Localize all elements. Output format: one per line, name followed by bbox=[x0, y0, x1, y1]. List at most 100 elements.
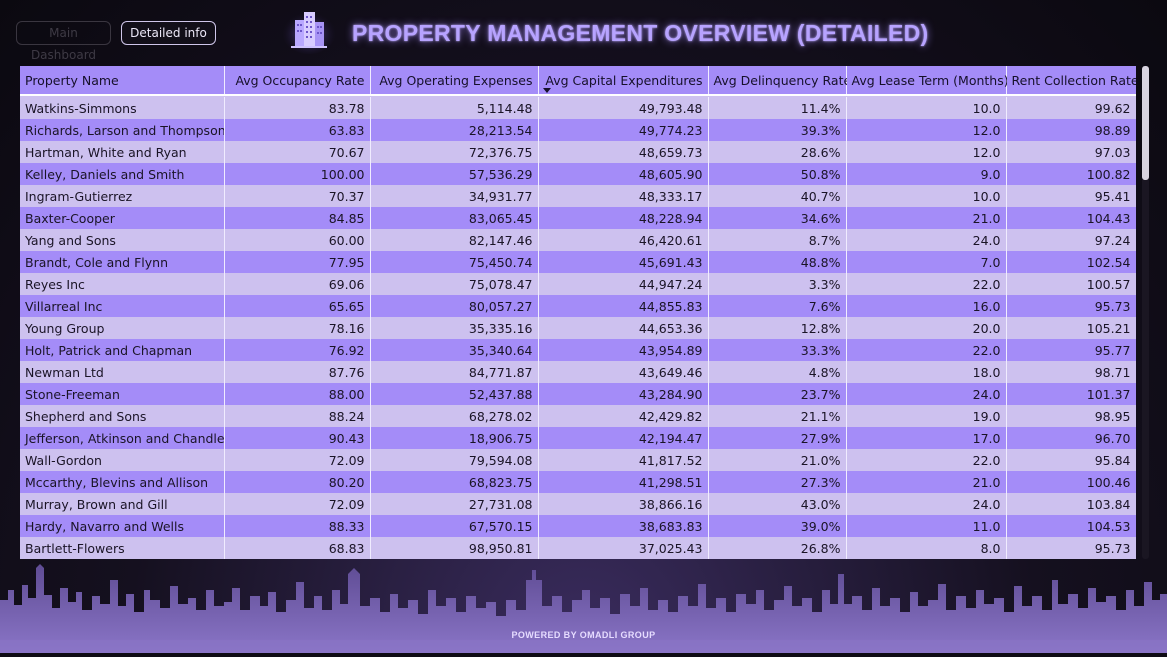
table-cell: 48,333.17 bbox=[538, 185, 709, 207]
table-row[interactable]: Watkins-Simmons 83.78 5,114.48 49,793.48 11.… bbox=[20, 97, 1136, 119]
table-cell: 95.77 bbox=[1006, 339, 1136, 361]
table-cell: 34,931.77 bbox=[370, 185, 539, 207]
table-scrollbar[interactable] bbox=[1142, 66, 1149, 559]
cell-property-name: Bartlett-Flowers bbox=[20, 537, 225, 559]
table-row[interactable]: Baxter-Cooper 84.85 83,065.45 48,228.94 34.6… bbox=[20, 207, 1136, 229]
table-cell: 40.7% bbox=[708, 185, 847, 207]
table-cell: 24.0 bbox=[846, 229, 1007, 251]
table-row[interactable]: Hardy, Navarro and Wells 88.33 67,570.15 38… bbox=[20, 515, 1136, 537]
table-cell: 37,025.43 bbox=[538, 537, 709, 559]
table-cell: 98.71 bbox=[1006, 361, 1136, 383]
table-cell: 76.92 bbox=[224, 339, 371, 361]
table-row[interactable]: Mccarthy, Blevins and Allison 80.20 68,823… bbox=[20, 471, 1136, 493]
table-cell: 22.0 bbox=[846, 339, 1007, 361]
table-cell: 39.0% bbox=[708, 515, 847, 537]
table-cell: 104.53 bbox=[1006, 515, 1136, 537]
table-cell: 102.54 bbox=[1006, 251, 1136, 273]
table-row[interactable]: Richards, Larson and Thompson 63.83 28,213… bbox=[20, 119, 1136, 141]
table-cell: 24.0 bbox=[846, 383, 1007, 405]
table-cell: 87.76 bbox=[224, 361, 371, 383]
table-cell: 48,605.90 bbox=[538, 163, 709, 185]
column-header-property-name[interactable]: Property Name bbox=[20, 66, 225, 96]
column-header-label: Avg Capital Expenditures bbox=[545, 72, 703, 88]
table-cell: 22.0 bbox=[846, 449, 1007, 471]
table-cell: 27.9% bbox=[708, 427, 847, 449]
table-row[interactable]: Bartlett-Flowers 68.83 98,950.81 37,025.43 2… bbox=[20, 537, 1136, 559]
table-row[interactable]: Yang and Sons 60.00 82,147.46 46,420.61 8.7%… bbox=[20, 229, 1136, 251]
table-row[interactable]: Stone-Freeman 88.00 52,437.88 43,284.90 23.7… bbox=[20, 383, 1136, 405]
table-cell: 95.73 bbox=[1006, 537, 1136, 559]
table-cell: 27.3% bbox=[708, 471, 847, 493]
table-cell: 52,437.88 bbox=[370, 383, 539, 405]
city-skyline-decoration bbox=[0, 560, 1167, 653]
scrollbar-thumb[interactable] bbox=[1142, 66, 1149, 180]
table-cell: 41,817.52 bbox=[538, 449, 709, 471]
table-cell: 98.89 bbox=[1006, 119, 1136, 141]
table-cell: 48,659.73 bbox=[538, 141, 709, 163]
table-cell: 75,450.74 bbox=[370, 251, 539, 273]
table-cell: 45,691.43 bbox=[538, 251, 709, 273]
column-header-avg-lease-term[interactable]: Avg Lease Term (Months) bbox=[846, 66, 1009, 96]
table-cell: 48.8% bbox=[708, 251, 847, 273]
table-cell: 67,570.15 bbox=[370, 515, 539, 537]
table-row[interactable]: Hartman, White and Ryan 70.67 72,376.75 48,… bbox=[20, 141, 1136, 163]
table-cell: 79,594.08 bbox=[370, 449, 539, 471]
table-cell: 43.0% bbox=[708, 493, 847, 515]
table-cell: 21.1% bbox=[708, 405, 847, 427]
table-cell: 69.06 bbox=[224, 273, 371, 295]
table-cell: 11.0 bbox=[846, 515, 1007, 537]
table-cell: 88.00 bbox=[224, 383, 371, 405]
table-cell: 68.83 bbox=[224, 537, 371, 559]
buildings-icon bbox=[281, 6, 337, 54]
main-dashboard-button[interactable]: Main Dashboard bbox=[16, 21, 111, 62]
table-cell: 4.8% bbox=[708, 361, 847, 383]
table-row[interactable]: Reyes Inc 69.06 75,078.47 44,947.24 3.3% 22.0… bbox=[20, 273, 1136, 295]
table-row[interactable]: Shepherd and Sons 88.24 68,278.02 42,429.82… bbox=[20, 405, 1136, 427]
column-header-avg-occupancy-rate[interactable]: Avg Occupancy Rate bbox=[224, 66, 371, 96]
table-cell: 22.0 bbox=[846, 273, 1007, 295]
detailed-info-button[interactable]: Detailed info bbox=[121, 21, 216, 45]
property-table[interactable]: Property Name Avg Occupancy Rate Avg Ope… bbox=[20, 66, 1136, 559]
table-cell: 97.24 bbox=[1006, 229, 1136, 251]
table-row[interactable]: Young Group 78.16 35,335.16 44,653.36 12.8% 2… bbox=[20, 317, 1136, 339]
column-header-avg-delinquency-rate[interactable]: Avg Delinquency Rate bbox=[708, 66, 851, 96]
table-cell: 43,954.89 bbox=[538, 339, 709, 361]
table-cell: 88.33 bbox=[224, 515, 371, 537]
table-cell: 19.0 bbox=[846, 405, 1007, 427]
table-cell: 65.65 bbox=[224, 295, 371, 317]
table-row[interactable]: Kelley, Daniels and Smith 100.00 57,536.29… bbox=[20, 163, 1136, 185]
table-cell: 57,536.29 bbox=[370, 163, 539, 185]
table-row[interactable]: Holt, Patrick and Chapman 76.92 35,340.64 4… bbox=[20, 339, 1136, 361]
table-cell: 38,866.16 bbox=[538, 493, 709, 515]
table-cell: 39.3% bbox=[708, 119, 847, 141]
column-header-avg-operating-expenses[interactable]: Avg Operating Expenses bbox=[370, 66, 539, 96]
table-row[interactable]: Brandt, Cole and Flynn 77.95 75,450.74 45,6… bbox=[20, 251, 1136, 273]
table-row[interactable]: Wall-Gordon 72.09 79,594.08 41,817.52 21.0% 2… bbox=[20, 449, 1136, 471]
table-cell: 100.00 bbox=[224, 163, 371, 185]
table-cell: 21.0 bbox=[846, 207, 1007, 229]
table-cell: 17.0 bbox=[846, 427, 1007, 449]
footer-credit: POWERED BY OMADLI GROUP bbox=[511, 630, 656, 640]
cell-property-name: Yang and Sons bbox=[20, 229, 225, 251]
table-cell: 63.83 bbox=[224, 119, 371, 141]
table-cell: 68,823.75 bbox=[370, 471, 539, 493]
cell-property-name: Jefferson, Atkinson and Chandler bbox=[20, 427, 225, 449]
table-cell: 105.21 bbox=[1006, 317, 1136, 339]
table-cell: 42,429.82 bbox=[538, 405, 709, 427]
table-cell: 96.70 bbox=[1006, 427, 1136, 449]
table-row[interactable]: Jefferson, Atkinson and Chandler 90.43 18,… bbox=[20, 427, 1136, 449]
column-header-avg-capital-expenditures[interactable]: Avg Capital Expenditures bbox=[538, 66, 709, 96]
column-header-rent-collection-rate[interactable]: Rent Collection Rate bbox=[1006, 66, 1136, 96]
table-cell: 80.20 bbox=[224, 471, 371, 493]
table-cell: 21.0 bbox=[846, 471, 1007, 493]
table-cell: 72,376.75 bbox=[370, 141, 539, 163]
cell-property-name: Villarreal Inc bbox=[20, 295, 225, 317]
table-cell: 34.6% bbox=[708, 207, 847, 229]
table-row[interactable]: Villarreal Inc 65.65 80,057.27 44,855.83 7.6… bbox=[20, 295, 1136, 317]
cell-property-name: Stone-Freeman bbox=[20, 383, 225, 405]
table-cell: 100.82 bbox=[1006, 163, 1136, 185]
table-row[interactable]: Ingram-Gutierrez 70.37 34,931.77 48,333.17 4… bbox=[20, 185, 1136, 207]
table-row[interactable]: Newman Ltd 87.76 84,771.87 43,649.46 4.8% 18.… bbox=[20, 361, 1136, 383]
table-row[interactable]: Murray, Brown and Gill 72.09 27,731.08 38,8… bbox=[20, 493, 1136, 515]
table-cell: 8.7% bbox=[708, 229, 847, 251]
